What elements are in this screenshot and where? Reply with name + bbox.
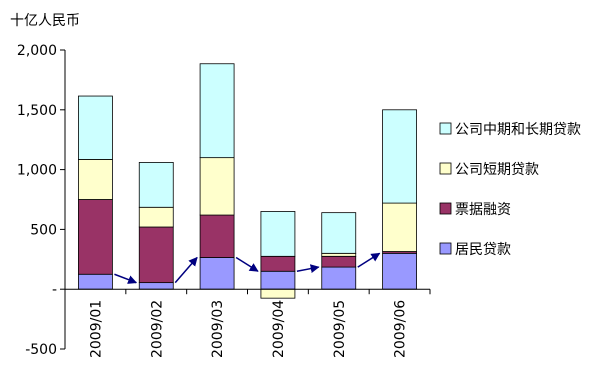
bar-segment bbox=[138, 282, 174, 290]
legend-swatch bbox=[439, 242, 452, 255]
bar-segment bbox=[199, 157, 235, 216]
bar-segment bbox=[78, 159, 113, 200]
trend-arrow bbox=[114, 273, 138, 284]
legend-swatch bbox=[439, 202, 452, 215]
x-tick-label: 2009/03 bbox=[210, 300, 226, 358]
bar-segment bbox=[199, 63, 235, 159]
legend-label: 票据融资 bbox=[455, 202, 511, 218]
bar-segment bbox=[382, 202, 417, 252]
x-tick-label: 2009/05 bbox=[332, 300, 348, 358]
y-tick-label: - bbox=[52, 282, 57, 298]
bar-segment bbox=[260, 211, 296, 257]
bar-segment bbox=[382, 252, 417, 290]
trend-arrow bbox=[357, 252, 381, 268]
bar-segment bbox=[321, 212, 357, 254]
y-tick-label: 1,500 bbox=[17, 103, 57, 119]
bar-segment bbox=[138, 162, 174, 208]
x-tick-label: 2009/06 bbox=[393, 300, 409, 358]
bar-segment bbox=[199, 257, 235, 290]
bar-segment bbox=[138, 206, 174, 228]
bar-segment bbox=[321, 266, 357, 290]
x-tick-label: 2009/01 bbox=[88, 300, 104, 358]
y-tick-label: 2,000 bbox=[17, 43, 57, 59]
legend-label: 公司中期和长期贷款 bbox=[455, 122, 581, 138]
bar-segment bbox=[260, 288, 296, 299]
legend-label: 公司短期贷款 bbox=[455, 162, 539, 178]
bar-segment bbox=[260, 255, 296, 272]
bar-segment bbox=[78, 95, 113, 160]
trend-arrow bbox=[296, 264, 320, 274]
bar-segment bbox=[321, 255, 357, 268]
y-tick-label: 500 bbox=[30, 222, 57, 238]
bar-segment bbox=[260, 270, 296, 290]
legend-swatch bbox=[439, 122, 452, 135]
bar-segment bbox=[321, 252, 357, 257]
bar-segment bbox=[138, 226, 174, 284]
legend-swatch bbox=[439, 162, 452, 175]
bar-segment bbox=[382, 109, 417, 204]
y-axis-title: 十亿人民币 bbox=[10, 13, 80, 29]
bar-segment bbox=[78, 199, 113, 275]
legend-label: 居民贷款 bbox=[455, 242, 511, 258]
x-tick-label: 2009/02 bbox=[149, 300, 165, 358]
trend-arrow bbox=[235, 256, 259, 272]
x-tick-label: 2009/04 bbox=[271, 300, 287, 358]
y-tick-label: 1,000 bbox=[17, 163, 57, 179]
bar-segment bbox=[78, 273, 113, 290]
bar-segment bbox=[199, 214, 235, 258]
trend-arrow bbox=[174, 256, 198, 284]
y-tick-label: -500 bbox=[25, 342, 57, 358]
